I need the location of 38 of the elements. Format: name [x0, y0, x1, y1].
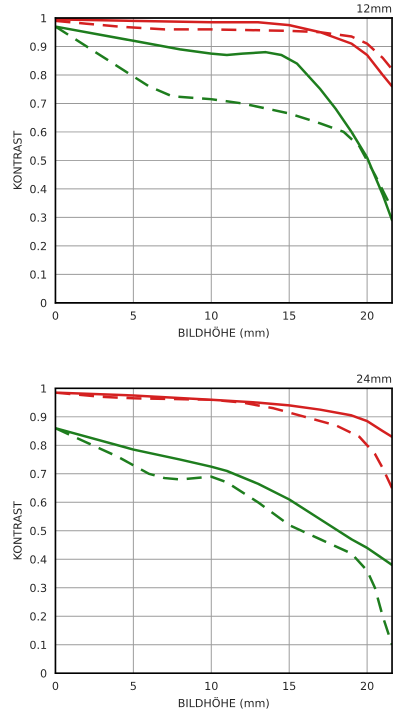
x-tick-label: 10 [205, 311, 218, 320]
chart-title: 12mm [357, 4, 392, 12]
y-tick-label: 0.1 [30, 640, 46, 650]
y-tick-label: 0.4 [30, 184, 46, 194]
x-tick-label: 15 [283, 312, 296, 320]
y-tick-label: 0.5 [30, 156, 46, 165]
y-tick-label: 0.5 [30, 526, 46, 536]
x-tick-label: 0 [52, 311, 58, 320]
y-tick-label: 0.6 [30, 498, 46, 507]
x-tick-label: 10 [205, 682, 218, 690]
y-tick-label: 0.6 [30, 128, 46, 136]
y-axis-title: KONTRAST [13, 130, 22, 189]
y-tick-label: 0.8 [30, 70, 46, 80]
x-tick-label: 0 [52, 682, 58, 690]
y-tick-label: 0 [40, 298, 46, 308]
y-tick-label: 1 [41, 384, 46, 393]
y-tick-label: 0.3 [30, 213, 46, 222]
x-tick-label: 15 [283, 682, 296, 690]
y-tick-label: 0.1 [30, 270, 46, 279]
x-tick-label: 20 [360, 682, 374, 690]
y-tick-label: 0.8 [30, 441, 46, 450]
x-tick-label: 5 [130, 682, 136, 690]
x-axis-title: BILDHÖHE (mm) [178, 696, 269, 709]
x-tick-label: 5 [130, 312, 136, 320]
y-tick-label: 0.9 [30, 42, 46, 51]
chart-title: 24mm [357, 374, 392, 383]
y-tick-label: 0.7 [30, 470, 46, 478]
y-tick-label: 1 [41, 14, 46, 22]
y-tick-label: 0.9 [30, 412, 46, 422]
y-tick-label: 0.3 [30, 584, 46, 592]
y-tick-label: 0.2 [30, 612, 46, 621]
y-tick-label: 0.7 [30, 99, 46, 108]
y-axis-title: KONTRAST [13, 501, 22, 560]
y-tick-label: 0 [40, 669, 46, 678]
y-tick-label: 0.4 [30, 555, 46, 564]
y-tick-label: 0.2 [30, 242, 46, 250]
x-tick-label: 20 [360, 311, 374, 320]
x-axis-title: BILDHÖHE (mm) [178, 326, 269, 338]
